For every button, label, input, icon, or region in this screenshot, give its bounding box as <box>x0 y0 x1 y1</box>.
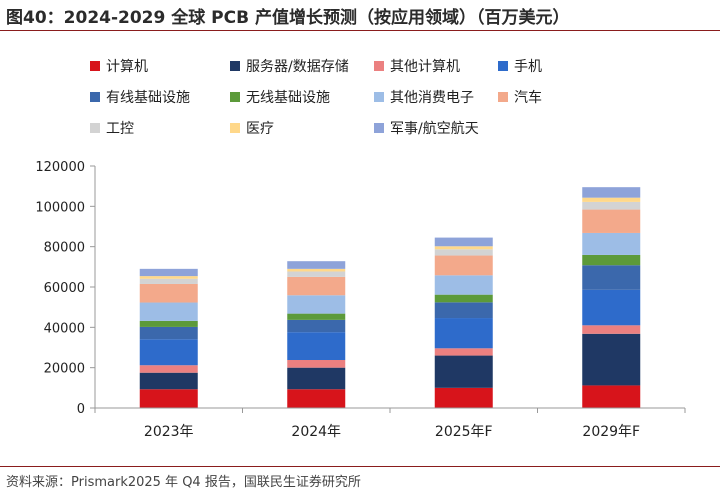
legend-label: 医疗 <box>246 121 274 137</box>
legend-label: 有线基础设施 <box>106 90 190 106</box>
x-tick-label: 2023年 <box>144 424 194 440</box>
figure-title: 图40：2024-2029 全球 PCB 产值增长预测（按应用领域）（百万美元） <box>6 8 570 28</box>
bar-segment <box>287 313 346 320</box>
legend-swatch <box>498 61 508 71</box>
legend-label: 手机 <box>514 59 542 75</box>
bar-segment <box>434 255 493 276</box>
bar-segment <box>139 278 198 284</box>
legend-label: 无线基础设施 <box>246 90 330 106</box>
bar-segment <box>434 348 493 356</box>
bar-segment <box>139 283 198 303</box>
bar-segment <box>287 332 346 361</box>
legend-item: 计算机 <box>90 56 148 76</box>
legend-swatch <box>90 61 100 71</box>
bar-segment <box>139 372 198 390</box>
legend-item: 服务器/数据存储 <box>230 56 349 76</box>
legend-item: 工控 <box>90 118 134 138</box>
bar-segment <box>434 294 493 303</box>
legend-item: 其他计算机 <box>374 56 460 76</box>
legend-swatch <box>374 92 384 102</box>
source-note: 资料来源：Prismark2025 年 Q4 报告，国联民生证券研究所 <box>6 475 361 490</box>
bar-segment <box>287 276 346 296</box>
legend-swatch <box>90 123 100 133</box>
bar-segment <box>582 201 641 210</box>
bar-segment <box>434 318 493 349</box>
bar-segment <box>582 289 641 326</box>
bar-segment <box>434 387 493 408</box>
y-tick-label: 20000 <box>44 362 85 377</box>
bar-segment <box>582 197 641 202</box>
y-axis: 0 20000 40000 60000 80000 100000 120000 <box>35 160 96 417</box>
legend-swatch <box>374 123 384 133</box>
x-axis: 2023年 2024年 2025年F 2029年F <box>94 407 686 440</box>
bar-segment <box>287 268 346 272</box>
legend-label: 军事/航空航天 <box>390 121 479 137</box>
bar-segment <box>139 326 198 340</box>
bar-segment <box>139 320 198 327</box>
x-tick-label: 2024年 <box>291 424 341 440</box>
legend-item: 医疗 <box>230 118 274 138</box>
legend-item: 有线基础设施 <box>90 87 190 107</box>
bar-segment <box>287 271 346 277</box>
x-tick-label: 2025年F <box>435 424 493 440</box>
bar-segment <box>139 276 198 279</box>
bar-segment <box>434 246 493 250</box>
legend-item: 军事/航空航天 <box>374 118 479 138</box>
bar-segment <box>582 209 641 233</box>
legend-item: 其他消费电子 <box>374 87 474 107</box>
legend-label: 计算机 <box>106 59 148 75</box>
legend-label: 服务器/数据存储 <box>246 59 349 75</box>
bar-segment <box>582 325 641 334</box>
title-rule <box>0 30 720 31</box>
legend-item: 手机 <box>498 56 542 76</box>
bar-segment <box>434 275 493 295</box>
bar-segment <box>434 302 493 319</box>
bar-segment <box>582 385 641 408</box>
bar-segment <box>434 355 493 388</box>
bar-segment <box>434 249 493 256</box>
bar-segment <box>287 367 346 390</box>
bar-segment <box>287 360 346 368</box>
bar-segment <box>287 295 346 314</box>
bar-segment <box>582 232 641 255</box>
y-tick-label: 100000 <box>35 200 85 215</box>
bar-segment <box>139 268 198 277</box>
bars-group <box>139 187 641 408</box>
bar-segment <box>287 319 346 333</box>
y-tick-label: 40000 <box>44 321 85 336</box>
legend-swatch <box>90 92 100 102</box>
legend-label: 工控 <box>106 121 134 137</box>
legend-item: 无线基础设施 <box>230 87 330 107</box>
bar-segment <box>139 365 198 373</box>
legend-label: 其他消费电子 <box>390 90 474 106</box>
y-tick-label: 120000 <box>35 160 85 175</box>
legend-swatch <box>230 92 240 102</box>
legend-label: 汽车 <box>514 90 542 106</box>
bar-segment <box>139 339 198 366</box>
legend-swatch <box>374 61 384 71</box>
bar-segment <box>139 302 198 321</box>
x-tick-label: 2029年F <box>582 424 640 440</box>
legend-swatch <box>230 61 240 71</box>
legend-label: 其他计算机 <box>390 59 460 75</box>
y-tick-label: 80000 <box>44 241 85 256</box>
bar-segment <box>582 254 641 266</box>
legend-item: 汽车 <box>498 87 542 107</box>
bar-segment <box>139 389 198 408</box>
footer-rule <box>0 466 720 467</box>
bar-segment <box>434 237 493 247</box>
legend-swatch <box>498 92 508 102</box>
bar-segment <box>287 261 346 269</box>
bar-segment <box>582 265 641 290</box>
y-tick-label: 60000 <box>44 281 85 296</box>
y-tick-label: 0 <box>77 402 85 417</box>
legend-swatch <box>230 123 240 133</box>
bar-segment <box>582 333 641 386</box>
bar-segment <box>287 389 346 408</box>
bar-segment <box>582 187 641 198</box>
